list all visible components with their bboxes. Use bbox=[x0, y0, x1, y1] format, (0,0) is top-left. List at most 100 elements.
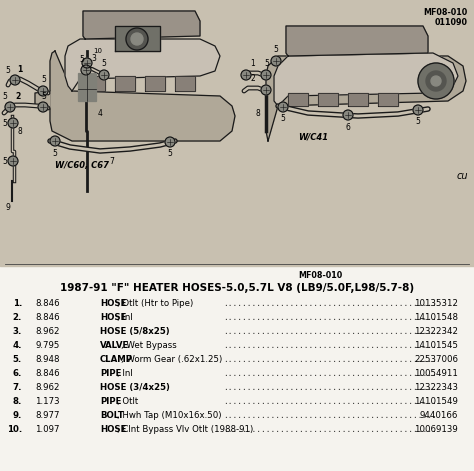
Polygon shape bbox=[65, 39, 220, 91]
Polygon shape bbox=[266, 56, 466, 141]
Text: .............................................: ........................................… bbox=[223, 313, 437, 322]
Text: 5: 5 bbox=[2, 119, 8, 128]
Text: 5: 5 bbox=[42, 75, 46, 84]
Text: 10135312: 10135312 bbox=[414, 299, 458, 308]
Polygon shape bbox=[175, 76, 195, 91]
Text: 14101549: 14101549 bbox=[414, 397, 458, 406]
Text: 8.846: 8.846 bbox=[36, 313, 60, 322]
Text: , Inl: , Inl bbox=[117, 313, 133, 322]
Text: HOSE: HOSE bbox=[100, 299, 127, 308]
Text: 10054911: 10054911 bbox=[414, 369, 458, 378]
Text: 5: 5 bbox=[416, 117, 420, 126]
Text: 5: 5 bbox=[273, 45, 278, 54]
Text: MF08-010: MF08-010 bbox=[298, 271, 342, 280]
Text: .............................................: ........................................… bbox=[223, 327, 437, 336]
Text: 5: 5 bbox=[281, 114, 285, 123]
Text: BOLT: BOLT bbox=[100, 411, 124, 420]
Text: 6: 6 bbox=[346, 123, 350, 132]
Text: 5: 5 bbox=[2, 92, 8, 101]
Text: W/C41: W/C41 bbox=[298, 133, 328, 142]
Polygon shape bbox=[274, 53, 458, 106]
Text: 8: 8 bbox=[18, 127, 23, 136]
Circle shape bbox=[50, 136, 60, 146]
Text: 10069139: 10069139 bbox=[414, 425, 458, 434]
Text: 5: 5 bbox=[2, 156, 8, 165]
Text: 5.: 5. bbox=[13, 355, 22, 364]
Polygon shape bbox=[286, 26, 428, 56]
Text: HOSE: HOSE bbox=[100, 313, 127, 322]
Text: 12322342: 12322342 bbox=[414, 327, 458, 336]
Circle shape bbox=[81, 65, 91, 75]
Polygon shape bbox=[378, 93, 398, 106]
Text: , Clnt Bypass Vlv Otlt (1988-91): , Clnt Bypass Vlv Otlt (1988-91) bbox=[117, 425, 253, 434]
Text: 4.: 4. bbox=[12, 341, 22, 350]
Circle shape bbox=[38, 86, 48, 96]
Polygon shape bbox=[115, 26, 160, 51]
Polygon shape bbox=[50, 51, 235, 141]
Bar bbox=[78, 73, 96, 101]
Text: .............................................: ........................................… bbox=[223, 369, 437, 378]
Text: 1: 1 bbox=[18, 65, 23, 74]
Circle shape bbox=[165, 137, 175, 147]
Text: .............................................: ........................................… bbox=[223, 383, 437, 392]
Text: PIPE: PIPE bbox=[100, 369, 121, 378]
Text: HOSE: HOSE bbox=[100, 425, 127, 434]
Text: PIPE: PIPE bbox=[100, 397, 121, 406]
Text: 3.: 3. bbox=[13, 327, 22, 336]
Text: 9.795: 9.795 bbox=[36, 341, 60, 350]
Circle shape bbox=[131, 33, 143, 45]
Text: 8.846: 8.846 bbox=[36, 369, 60, 378]
Text: , Worm Gear (.62x1.25): , Worm Gear (.62x1.25) bbox=[121, 355, 222, 364]
Circle shape bbox=[5, 102, 15, 112]
Text: MF08-010: MF08-010 bbox=[424, 8, 468, 17]
Polygon shape bbox=[348, 93, 368, 106]
Text: , Otlt (Htr to Pipe): , Otlt (Htr to Pipe) bbox=[117, 299, 193, 308]
Circle shape bbox=[82, 58, 92, 68]
Circle shape bbox=[431, 76, 441, 86]
Circle shape bbox=[261, 85, 271, 95]
Text: 1.173: 1.173 bbox=[36, 397, 60, 406]
Text: 2.: 2. bbox=[13, 313, 22, 322]
Text: .............................................: ........................................… bbox=[223, 355, 437, 364]
Text: 8.948: 8.948 bbox=[36, 355, 60, 364]
Text: , Otlt: , Otlt bbox=[117, 397, 138, 406]
Text: HOSE (3/4x25): HOSE (3/4x25) bbox=[100, 383, 170, 392]
Text: 5: 5 bbox=[42, 92, 46, 101]
Text: 14101548: 14101548 bbox=[414, 313, 458, 322]
Text: 14101545: 14101545 bbox=[414, 341, 458, 350]
Bar bbox=[0, 0, 474, 266]
Circle shape bbox=[413, 105, 423, 115]
Text: 1: 1 bbox=[251, 59, 255, 68]
Text: , Inl: , Inl bbox=[117, 369, 133, 378]
Text: , Hwh Tap (M10x16x.50): , Hwh Tap (M10x16x.50) bbox=[117, 411, 221, 420]
Text: 10.: 10. bbox=[7, 425, 22, 434]
Text: 5: 5 bbox=[80, 55, 84, 64]
Circle shape bbox=[241, 70, 251, 80]
Polygon shape bbox=[115, 76, 135, 91]
Text: .............................................: ........................................… bbox=[223, 341, 437, 350]
Text: 5: 5 bbox=[264, 59, 269, 68]
Polygon shape bbox=[35, 91, 50, 109]
Text: .............................................: ........................................… bbox=[223, 397, 437, 406]
Text: 5: 5 bbox=[101, 59, 107, 68]
Text: 2: 2 bbox=[251, 74, 255, 83]
Circle shape bbox=[343, 110, 353, 120]
Text: 8: 8 bbox=[255, 108, 260, 117]
Bar bbox=[0, 266, 474, 471]
Text: 3: 3 bbox=[91, 54, 96, 63]
Polygon shape bbox=[318, 93, 338, 106]
Text: 011090: 011090 bbox=[435, 18, 468, 27]
Circle shape bbox=[278, 102, 288, 112]
Polygon shape bbox=[145, 76, 165, 91]
Text: 7.: 7. bbox=[12, 383, 22, 392]
Text: 5: 5 bbox=[53, 149, 57, 158]
Text: 1.: 1. bbox=[13, 299, 22, 308]
Polygon shape bbox=[83, 11, 200, 39]
Text: 8.962: 8.962 bbox=[36, 383, 60, 392]
Text: VALVE: VALVE bbox=[100, 341, 129, 350]
Text: 4: 4 bbox=[98, 108, 103, 117]
Polygon shape bbox=[288, 93, 308, 106]
Circle shape bbox=[8, 156, 18, 166]
Circle shape bbox=[8, 118, 18, 128]
Text: , Wet Bypass: , Wet Bypass bbox=[121, 341, 177, 350]
